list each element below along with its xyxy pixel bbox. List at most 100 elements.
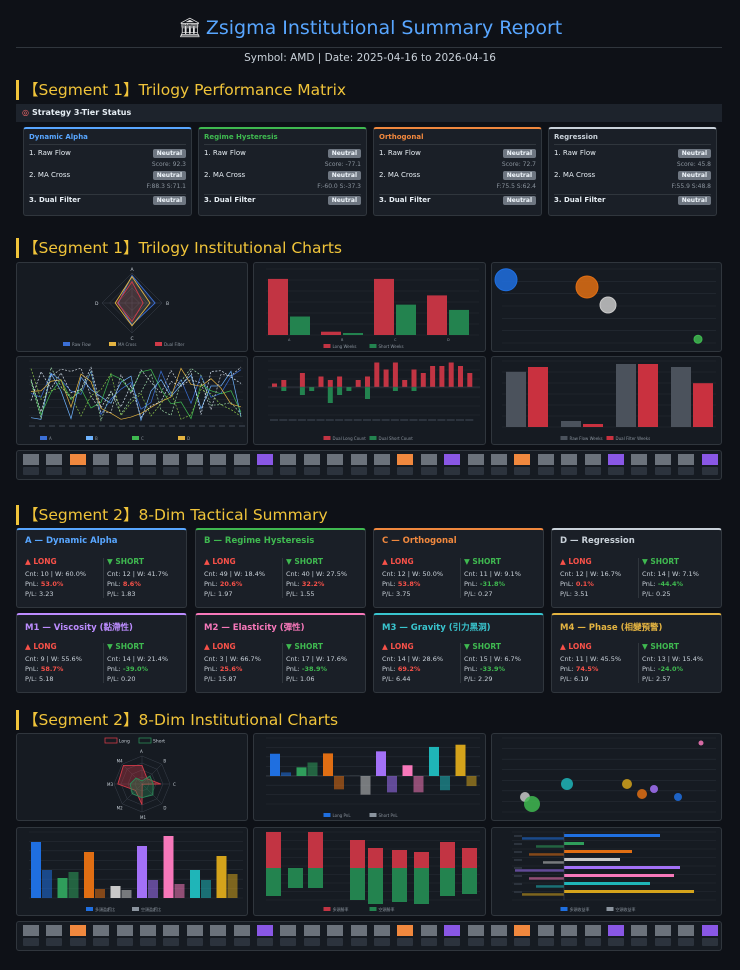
bubble-point — [494, 268, 518, 292]
short-pnl-value: -31.8% — [479, 580, 506, 588]
bar-dual-long — [337, 376, 343, 387]
short-count-line: Cnt: 15 | W: 6.7% — [464, 654, 534, 664]
ticker-cell — [491, 454, 507, 476]
ticker-swatch — [420, 454, 437, 465]
bar-dual-long — [272, 383, 277, 387]
chart-s1-bubbles — [491, 262, 722, 352]
dim-divider — [460, 558, 461, 598]
ticker-label — [186, 467, 203, 475]
legend-label: Dual Filter Weeks — [616, 436, 651, 441]
legend-label: B — [95, 436, 98, 441]
tier-row-sub: Score: 72.7 — [379, 159, 536, 170]
ticker-cell — [701, 454, 718, 476]
bar-long-pnl — [323, 753, 333, 776]
ticker-cell — [69, 925, 86, 947]
bubble-point — [561, 778, 573, 790]
long-pl-line: P/L: 3.75 — [382, 589, 452, 599]
long-pl-ratio: P/L: 6.19 — [560, 675, 589, 683]
bar-raw-flow-weeks — [671, 367, 691, 427]
bar-dual-long — [281, 380, 287, 387]
ticker-label — [561, 938, 578, 946]
bar-short-pnl — [387, 776, 397, 793]
dim-card: M3 — Gravity (引力黑洞) ▲ LONG Cnt: 14 | W: 28… — [373, 613, 544, 693]
long-pl-ratio: P/L: 3.51 — [560, 590, 589, 598]
radar-axis-label: D — [95, 301, 99, 307]
ticker-label — [608, 938, 624, 946]
legend-label: 空頭收益率 — [616, 906, 636, 912]
bar-long-pnl — [455, 744, 466, 776]
hbar-long — [564, 890, 694, 893]
ticker-swatch — [467, 454, 484, 465]
short-pnl-value: -24.0% — [657, 665, 684, 673]
pnl-prefix: PnL: — [286, 580, 302, 588]
ticker-swatch — [257, 925, 273, 936]
tier-card: Dynamic Alpha 1. Raw Flow Neutral Score: 92… — [23, 127, 192, 216]
dim-short-column: ▼ SHORT Cnt: 40 | W: 27.5% PnL: 32.2% P/L: … — [286, 557, 356, 599]
ticker-cell — [69, 454, 86, 476]
short-direction-label: ▼ SHORT — [286, 642, 356, 651]
line-series — [30, 366, 242, 414]
bar-short-pl — [42, 870, 52, 898]
report-title-text: Zsigma Institutional Summary Report — [205, 17, 563, 39]
ticker-cell — [561, 925, 578, 947]
long-pl-ratio: P/L: 1.97 — [204, 590, 233, 598]
short-label: ▼ SHORT — [642, 642, 679, 651]
dim-card: A — Dynamic Alpha ▲ LONG Cnt: 10 | W: 60.0… — [16, 528, 187, 608]
ticker-swatch — [491, 454, 507, 465]
tick-label: C — [394, 338, 397, 342]
hbar-long — [564, 882, 650, 885]
dim-divider — [103, 558, 104, 598]
status-badge: Neutral — [677, 196, 711, 205]
short-label: ▼ SHORT — [286, 642, 323, 651]
short-count: Cnt: 12 | W: 41.7% — [107, 570, 169, 578]
chart-s1-dual: Dual Long Count Dual Short Count — [253, 356, 486, 445]
ticker-cell — [303, 454, 320, 476]
bank-building-icon: 🏛 — [177, 17, 202, 39]
long-pl-ratio: P/L: 3.75 — [382, 590, 411, 598]
legend-label: Long — [119, 739, 130, 745]
tier-card-title: Orthogonal — [379, 133, 536, 145]
bar-long-pl — [163, 836, 174, 898]
ticker-cell — [163, 925, 180, 947]
tier-sub-value: F:88.3 S:71.1 — [146, 183, 186, 190]
ticker-swatch — [327, 454, 344, 465]
dim-card: B — Regime Hysteresis ▲ LONG Cnt: 49 | W: … — [195, 528, 366, 608]
chart-s2-winrate-svg: 多頭勝率 空頭勝率 — [266, 831, 480, 912]
ticker-label — [420, 467, 437, 475]
ticker-swatch — [210, 925, 227, 936]
short-count: Cnt: 15 | W: 6.7% — [464, 655, 521, 663]
short-label: ▼ SHORT — [464, 642, 501, 651]
status-badge: Neutral — [677, 171, 711, 180]
tier-card-name: Regime Hysteresis — [204, 133, 278, 141]
legend-label: Raw Flow — [72, 342, 92, 347]
chart-s1-lines: A B C D — [16, 356, 248, 445]
tier-row: 3. Dual Filter Neutral — [29, 194, 186, 205]
bar-long-weeks — [427, 295, 447, 335]
bar-dual-short — [281, 387, 287, 391]
long-pnl-line: PnL: 53.0% — [25, 579, 95, 589]
pnl-prefix: PnL: — [286, 665, 302, 673]
long-pnl-line: PnL: 20.6% — [204, 579, 274, 589]
ticker-label — [140, 467, 156, 475]
hbar-short — [522, 893, 564, 896]
short-pnl-value: 32.2% — [301, 580, 325, 588]
ticker-label — [116, 938, 133, 946]
pnl-prefix: PnL: — [25, 665, 41, 673]
ticker-swatch — [210, 454, 227, 465]
bubble-point — [637, 789, 647, 799]
long-count: Cnt: 3 | W: 66.7% — [204, 655, 261, 663]
ticker-swatch — [140, 454, 156, 465]
ticker-cell — [327, 925, 344, 947]
bar-dual-filter-weeks — [693, 383, 713, 427]
ticker-label — [467, 938, 484, 946]
short-pl-ratio: P/L: 2.57 — [642, 675, 671, 683]
ticker-swatch — [701, 925, 718, 936]
dim-long-column: ▲ LONG Cnt: 10 | W: 60.0% PnL: 53.0% P/L: 3… — [25, 557, 95, 599]
tick-label: D — [447, 338, 450, 342]
bar-short-winrate — [288, 868, 303, 888]
bar-dual-long — [327, 380, 333, 387]
bar-dual-short — [337, 387, 343, 395]
dim-short-column: ▼ SHORT Cnt: 15 | W: 6.7% PnL: -33.9% P/L: … — [464, 642, 534, 684]
long-direction-label: ▲ LONG — [382, 642, 452, 651]
legend-label: 空頭盈虧比 — [141, 906, 161, 912]
